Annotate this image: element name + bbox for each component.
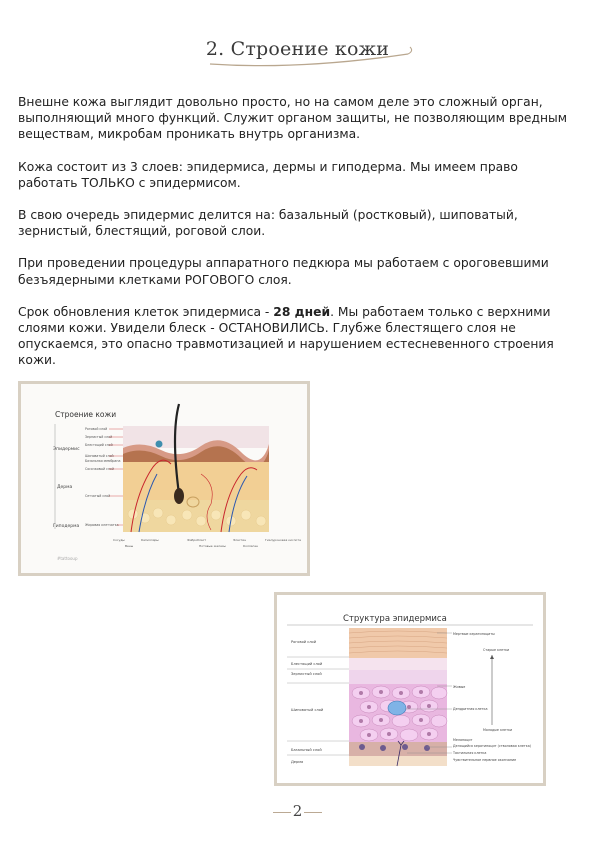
body-text: Внешне кожа выглядит довольно просто, но… bbox=[18, 94, 573, 385]
epidermis-left-label: Роговой слой bbox=[291, 640, 317, 644]
layer-label-dermis: Дерма bbox=[57, 484, 73, 490]
epidermis-left-label: Блестящий слой bbox=[291, 662, 323, 666]
bottom-label: Фибробласт bbox=[187, 538, 206, 542]
page-number: 2 bbox=[292, 802, 303, 820]
epidermis-right-label: Чувствительное нервное окончание bbox=[453, 758, 516, 762]
epidermis-right-label: Дендритная клетка bbox=[453, 707, 487, 711]
bottom-label: Вены bbox=[125, 544, 134, 548]
page-title: 2. Строение кожи bbox=[205, 38, 390, 60]
sublayer-label: Зернистый слой bbox=[85, 435, 112, 439]
epidermis-right-label: Тактильная клетка bbox=[452, 751, 486, 755]
layer-label-epidermis: Эпидермис bbox=[53, 446, 80, 452]
paragraph-renewal: Срок обновления клеток эпидермиса - 28 д… bbox=[18, 304, 573, 369]
layer-label-hypodermis: Гиподерма bbox=[53, 523, 79, 529]
skin-structure-figure: Строение кожи Эпидермис Дерма Гиподерма … bbox=[18, 381, 310, 576]
skin-structure-diagram: Строение кожи Эпидермис Дерма Гиподерма … bbox=[21, 384, 307, 573]
page-title-block: 2. Строение кожи bbox=[180, 34, 415, 70]
sublayer-label: Блестящий слой bbox=[85, 443, 113, 447]
paragraph: Внешне кожа выглядит довольно просто, но… bbox=[18, 95, 567, 142]
sublayer-label: Сетчатый слой bbox=[85, 494, 110, 498]
epidermis-left-label: Зернистый слой bbox=[291, 672, 322, 676]
sublayer-label: Шиповатый слой bbox=[85, 454, 114, 458]
bottom-label: Коллаген bbox=[243, 544, 258, 548]
sublayer-label: Жировая клетчатка bbox=[85, 523, 119, 527]
bottom-label: Эластин bbox=[233, 538, 246, 542]
epidermis-structure-figure: Структура эпидермиса Роговой bbox=[274, 592, 546, 786]
bottom-label: Капилляры bbox=[141, 538, 159, 542]
epidermis-right-label: Старые клетки bbox=[483, 648, 509, 652]
epidermis-right-label: Молодые клетки bbox=[483, 728, 512, 732]
figure1-title: Строение кожи bbox=[55, 410, 116, 419]
sublayer-label: Роговой слой bbox=[85, 427, 107, 431]
epidermis-left-label: Шиповатый слой bbox=[291, 708, 324, 712]
paragraph-renewal-pre: Срок обновления клеток эпидермиса - bbox=[18, 304, 274, 319]
epidermis-right-label: Меланоцит bbox=[453, 738, 473, 742]
epidermis-right-label: Мертвые кератиноциты bbox=[453, 632, 495, 636]
page-number-line-right bbox=[304, 812, 322, 813]
title-swoosh-decoration bbox=[209, 46, 413, 67]
figure2-title: Структура эпидермиса bbox=[343, 614, 447, 624]
epidermis-right-label: Живые bbox=[453, 685, 465, 689]
epidermis-structure-diagram: Структура эпидермиса Роговой bbox=[277, 595, 543, 783]
epidermis-right-label: Делящийся кератиноцит (стволовая клетка) bbox=[453, 744, 531, 748]
renewal-days: 28 дней bbox=[273, 304, 331, 319]
bottom-label: Потовые железы bbox=[199, 544, 227, 548]
epidermis-left-label: Базальный слой bbox=[291, 748, 322, 752]
bottom-label: Сосуды bbox=[113, 538, 125, 542]
epidermis-left-label: Дерма bbox=[291, 760, 303, 764]
figure1-watermark: #tattooup bbox=[57, 556, 78, 561]
paragraph: Кожа состоит из 3 слоев: эпидермиса, дер… bbox=[18, 159, 518, 190]
paragraph: В свою очередь эпидермис делится на: баз… bbox=[18, 208, 518, 239]
sublayer-label: Базальная мембрана bbox=[85, 459, 120, 463]
page-number-line-left bbox=[273, 812, 291, 813]
paragraph-renewal-post: . Мы работаем только с верхними слоями к… bbox=[18, 304, 554, 368]
paragraph: При проведении процедуры аппаратного пед… bbox=[18, 256, 549, 287]
bottom-label: Гиалуроновая кислота bbox=[265, 538, 301, 542]
sublayer-label: Сосочковый слой bbox=[85, 467, 114, 471]
